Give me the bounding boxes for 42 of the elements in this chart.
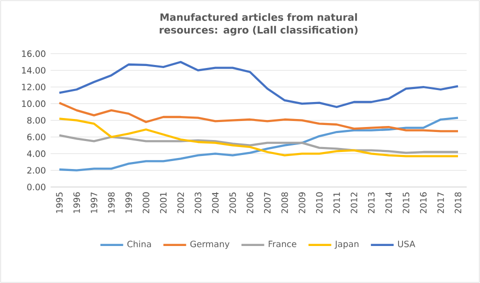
legend-label: France <box>268 240 296 248</box>
legend-label: China <box>127 240 151 248</box>
x-tick-label: 1995 <box>56 192 63 213</box>
line-series <box>58 116 460 172</box>
y-tick-label: 10.00 <box>22 100 46 107</box>
chart-title: Manufactured articles from natural resources: agro (Lall classification) <box>160 13 358 36</box>
x-tick-label: 2009 <box>298 192 306 214</box>
legend-label: Japan <box>334 240 358 249</box>
x-tick-label: 2004 <box>212 192 219 214</box>
x-tick-label: 2003 <box>194 192 202 214</box>
x-tick-label: 2006 <box>246 192 254 214</box>
line-series <box>58 60 460 108</box>
x-tick-label: 2017 <box>437 192 444 214</box>
x-tick-label: 2011 <box>333 192 340 214</box>
y-tick-label: 16.00 <box>22 50 46 57</box>
y-tick-label: 6.00 <box>27 134 46 140</box>
x-tick-label: 2001 <box>160 192 167 214</box>
legend-label: Germany <box>190 240 230 249</box>
x-tick-label: 1999 <box>125 192 132 213</box>
x-tick-label: 1997 <box>90 192 98 213</box>
x-tick-label: 2016 <box>420 192 427 214</box>
y-tick-label: 8.00 <box>27 117 46 124</box>
x-tick-label: 2014 <box>385 192 392 214</box>
x-tick-label: 2018 <box>454 192 462 214</box>
x-tick-label: 2008 <box>281 192 288 214</box>
x-tick-label: 2015 <box>402 192 410 214</box>
x-tick-label: 1998 <box>108 192 115 213</box>
x-tick-label: 2007 <box>264 192 271 214</box>
y-tick-label: 14.00 <box>22 67 46 74</box>
y-tick-label: 12.00 <box>22 84 46 90</box>
y-tick-label: 4.00 <box>27 150 46 157</box>
x-tick-label: 2005 <box>229 192 236 214</box>
y-tick-label: 0.00 <box>27 184 46 190</box>
legend-label: USA <box>398 240 416 248</box>
x-tick-label: 2013 <box>368 192 375 214</box>
x-tick-label: 2012 <box>350 192 358 214</box>
x-tick-label: 2000 <box>142 192 150 214</box>
y-tick-label: 2.00 <box>27 167 46 174</box>
x-tick-label: 2010 <box>316 192 323 214</box>
x-tick-label: 2002 <box>177 192 184 214</box>
line-series <box>58 102 460 132</box>
x-tick-label: 1996 <box>73 192 80 213</box>
